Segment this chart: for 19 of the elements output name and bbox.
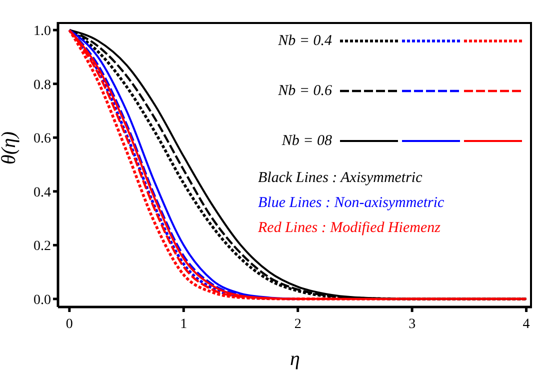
y-tick-label: 0.6 [34, 132, 51, 147]
x-tick-label: 3 [408, 317, 416, 332]
y-tick-label: 0.8 [34, 78, 51, 93]
legend-label: Nb = 0.6 [277, 82, 332, 100]
legend-label: Nb = 0.4 [277, 32, 332, 50]
x-tick-label: 4 [522, 317, 530, 332]
x-axis-title: η [290, 348, 300, 370]
legend-label: Nb = 08 [280, 132, 332, 150]
x-tick-label: 2 [294, 317, 302, 332]
y-axis-title: θ(η) [0, 131, 20, 164]
annotation: Black Lines : Axisymmetric [258, 170, 424, 188]
y-tick-label: 1.0 [34, 24, 51, 40]
annotation: Blue Lines : Non-axisymmetric [258, 195, 444, 213]
y-tick-label: 0.2 [34, 239, 51, 254]
y-tick-label: 0.0 [34, 292, 51, 308]
x-tick-label: 1 [180, 317, 188, 332]
annotation: Red Lines : Modified Hiemenz [258, 220, 442, 238]
x-tick-label: 0 [66, 317, 73, 332]
y-tick-label: 0.4 [34, 185, 51, 200]
